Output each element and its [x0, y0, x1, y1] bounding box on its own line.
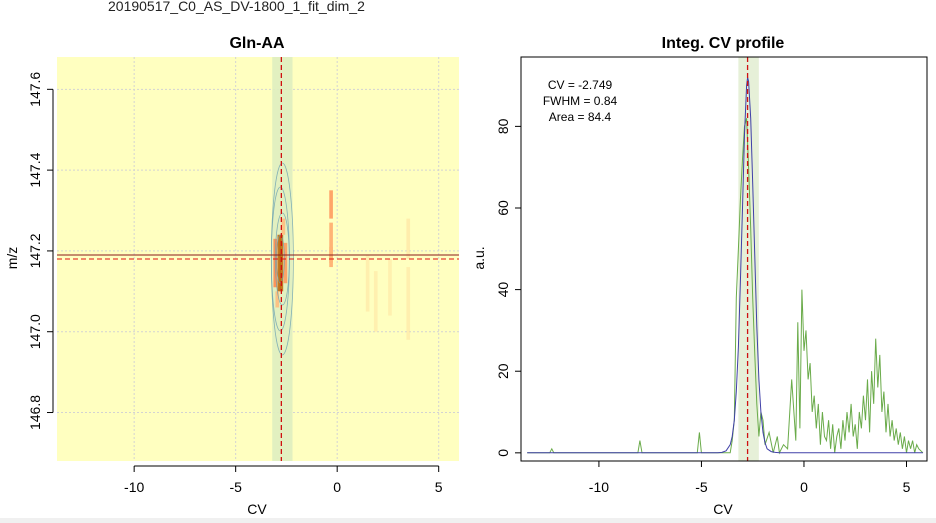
- profile-series-line: [527, 77, 923, 454]
- heatmap-intensity-cell: [388, 259, 392, 316]
- heatmap-y-tick-label: 147.4: [27, 152, 43, 187]
- profile-x-axis: -10 -5 0 5: [589, 460, 911, 495]
- heatmap-y-tick-label: 147.2: [27, 233, 43, 268]
- heatmap-y-label: m/z: [4, 247, 20, 270]
- heatmap-intensity-cell: [281, 218, 286, 235]
- profile-y-axis: 0 20 40 60 80: [495, 118, 521, 457]
- profile-x-tick-label: 0: [800, 479, 808, 495]
- heatmap-x-tick-label: -5: [229, 479, 242, 495]
- profile-x-tick-label: 5: [903, 479, 911, 495]
- heatmap-panel: Gln-AA -10 -5 0 5 146.8 147.0 147.2 147.4 147.6…: [4, 35, 459, 517]
- heatmap-x-tick-label: 0: [333, 479, 341, 495]
- annotation-fwhm: FWHM = 0.84: [543, 94, 618, 108]
- heatmap-title: Gln-AA: [229, 35, 285, 52]
- profile-y-label: a.u.: [471, 246, 487, 269]
- figure-suptitle: 20190517_C0_AS_DV-1800_1_fit_dim_2: [108, 0, 365, 14]
- profile-series: [527, 77, 924, 455]
- profile-panel: Integ. CV profile -10 -5 0 5 0 20 40 60 80 CV =…: [471, 35, 928, 517]
- profile-series-line: [527, 118, 924, 455]
- heatmap-y-tick-label: 146.8: [27, 395, 43, 430]
- heatmap-intensity-cell: [283, 242, 288, 284]
- heatmap-intensity-cell: [279, 234, 284, 292]
- heatmap-y-axis: 146.8 147.0 147.2 147.4 147.6: [27, 72, 54, 430]
- heatmap-y-tick-label: 147.0: [27, 314, 43, 349]
- heatmap-intensity-cell: [406, 267, 411, 340]
- heatmap-intensity-cell: [275, 291, 280, 308]
- bottom-strip: [0, 518, 936, 523]
- heatmap-intensity-cell: [329, 190, 333, 219]
- profile-y-tick-label: 60: [495, 200, 511, 216]
- profile-y-tick-label: 40: [495, 282, 511, 298]
- annotation-cv: CV = -2.749: [548, 78, 613, 92]
- heatmap-intensity-cell: [277, 234, 282, 292]
- profile-y-tick-label: 0: [495, 449, 511, 457]
- heatmap-intensity-cell: [365, 254, 370, 312]
- profile-y-tick-label: 20: [495, 363, 511, 379]
- profile-x-label: CV: [713, 501, 733, 517]
- heatmap-x-tick-label: -10: [124, 479, 144, 495]
- profile-y-tick-label: 80: [495, 118, 511, 134]
- heatmap-intensity-cell: [406, 218, 411, 259]
- profile-annotation: CV = -2.749 FWHM = 0.84 Area = 84.4: [543, 78, 618, 124]
- heatmap-markers: [57, 57, 459, 461]
- heatmap-intensity-cell: [373, 271, 378, 332]
- heatmap-x-axis: -10 -5 0 5: [124, 465, 443, 495]
- annotation-area: Area = 84.4: [549, 110, 612, 124]
- heatmap-intensity-cell: [329, 222, 333, 268]
- heatmap-x-label: CV: [247, 501, 267, 517]
- heatmap-y-tick-label: 147.6: [27, 72, 43, 107]
- heatmap-x-tick-label: 5: [435, 479, 443, 495]
- profile-x-tick-label: -5: [695, 479, 708, 495]
- profile-title: Integ. CV profile: [662, 35, 785, 52]
- profile-x-tick-label: -10: [589, 479, 609, 495]
